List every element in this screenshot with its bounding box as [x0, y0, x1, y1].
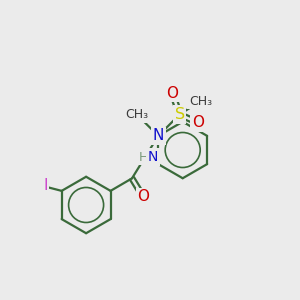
Text: O: O — [192, 115, 204, 130]
Text: O: O — [137, 189, 149, 204]
Text: CH₃: CH₃ — [189, 94, 212, 108]
Text: S: S — [175, 107, 185, 122]
Text: N: N — [148, 150, 158, 164]
Text: CH₃: CH₃ — [125, 108, 148, 121]
Text: I: I — [43, 178, 47, 193]
Text: H: H — [139, 151, 148, 164]
Text: N: N — [153, 128, 164, 143]
Text: O: O — [166, 85, 178, 100]
